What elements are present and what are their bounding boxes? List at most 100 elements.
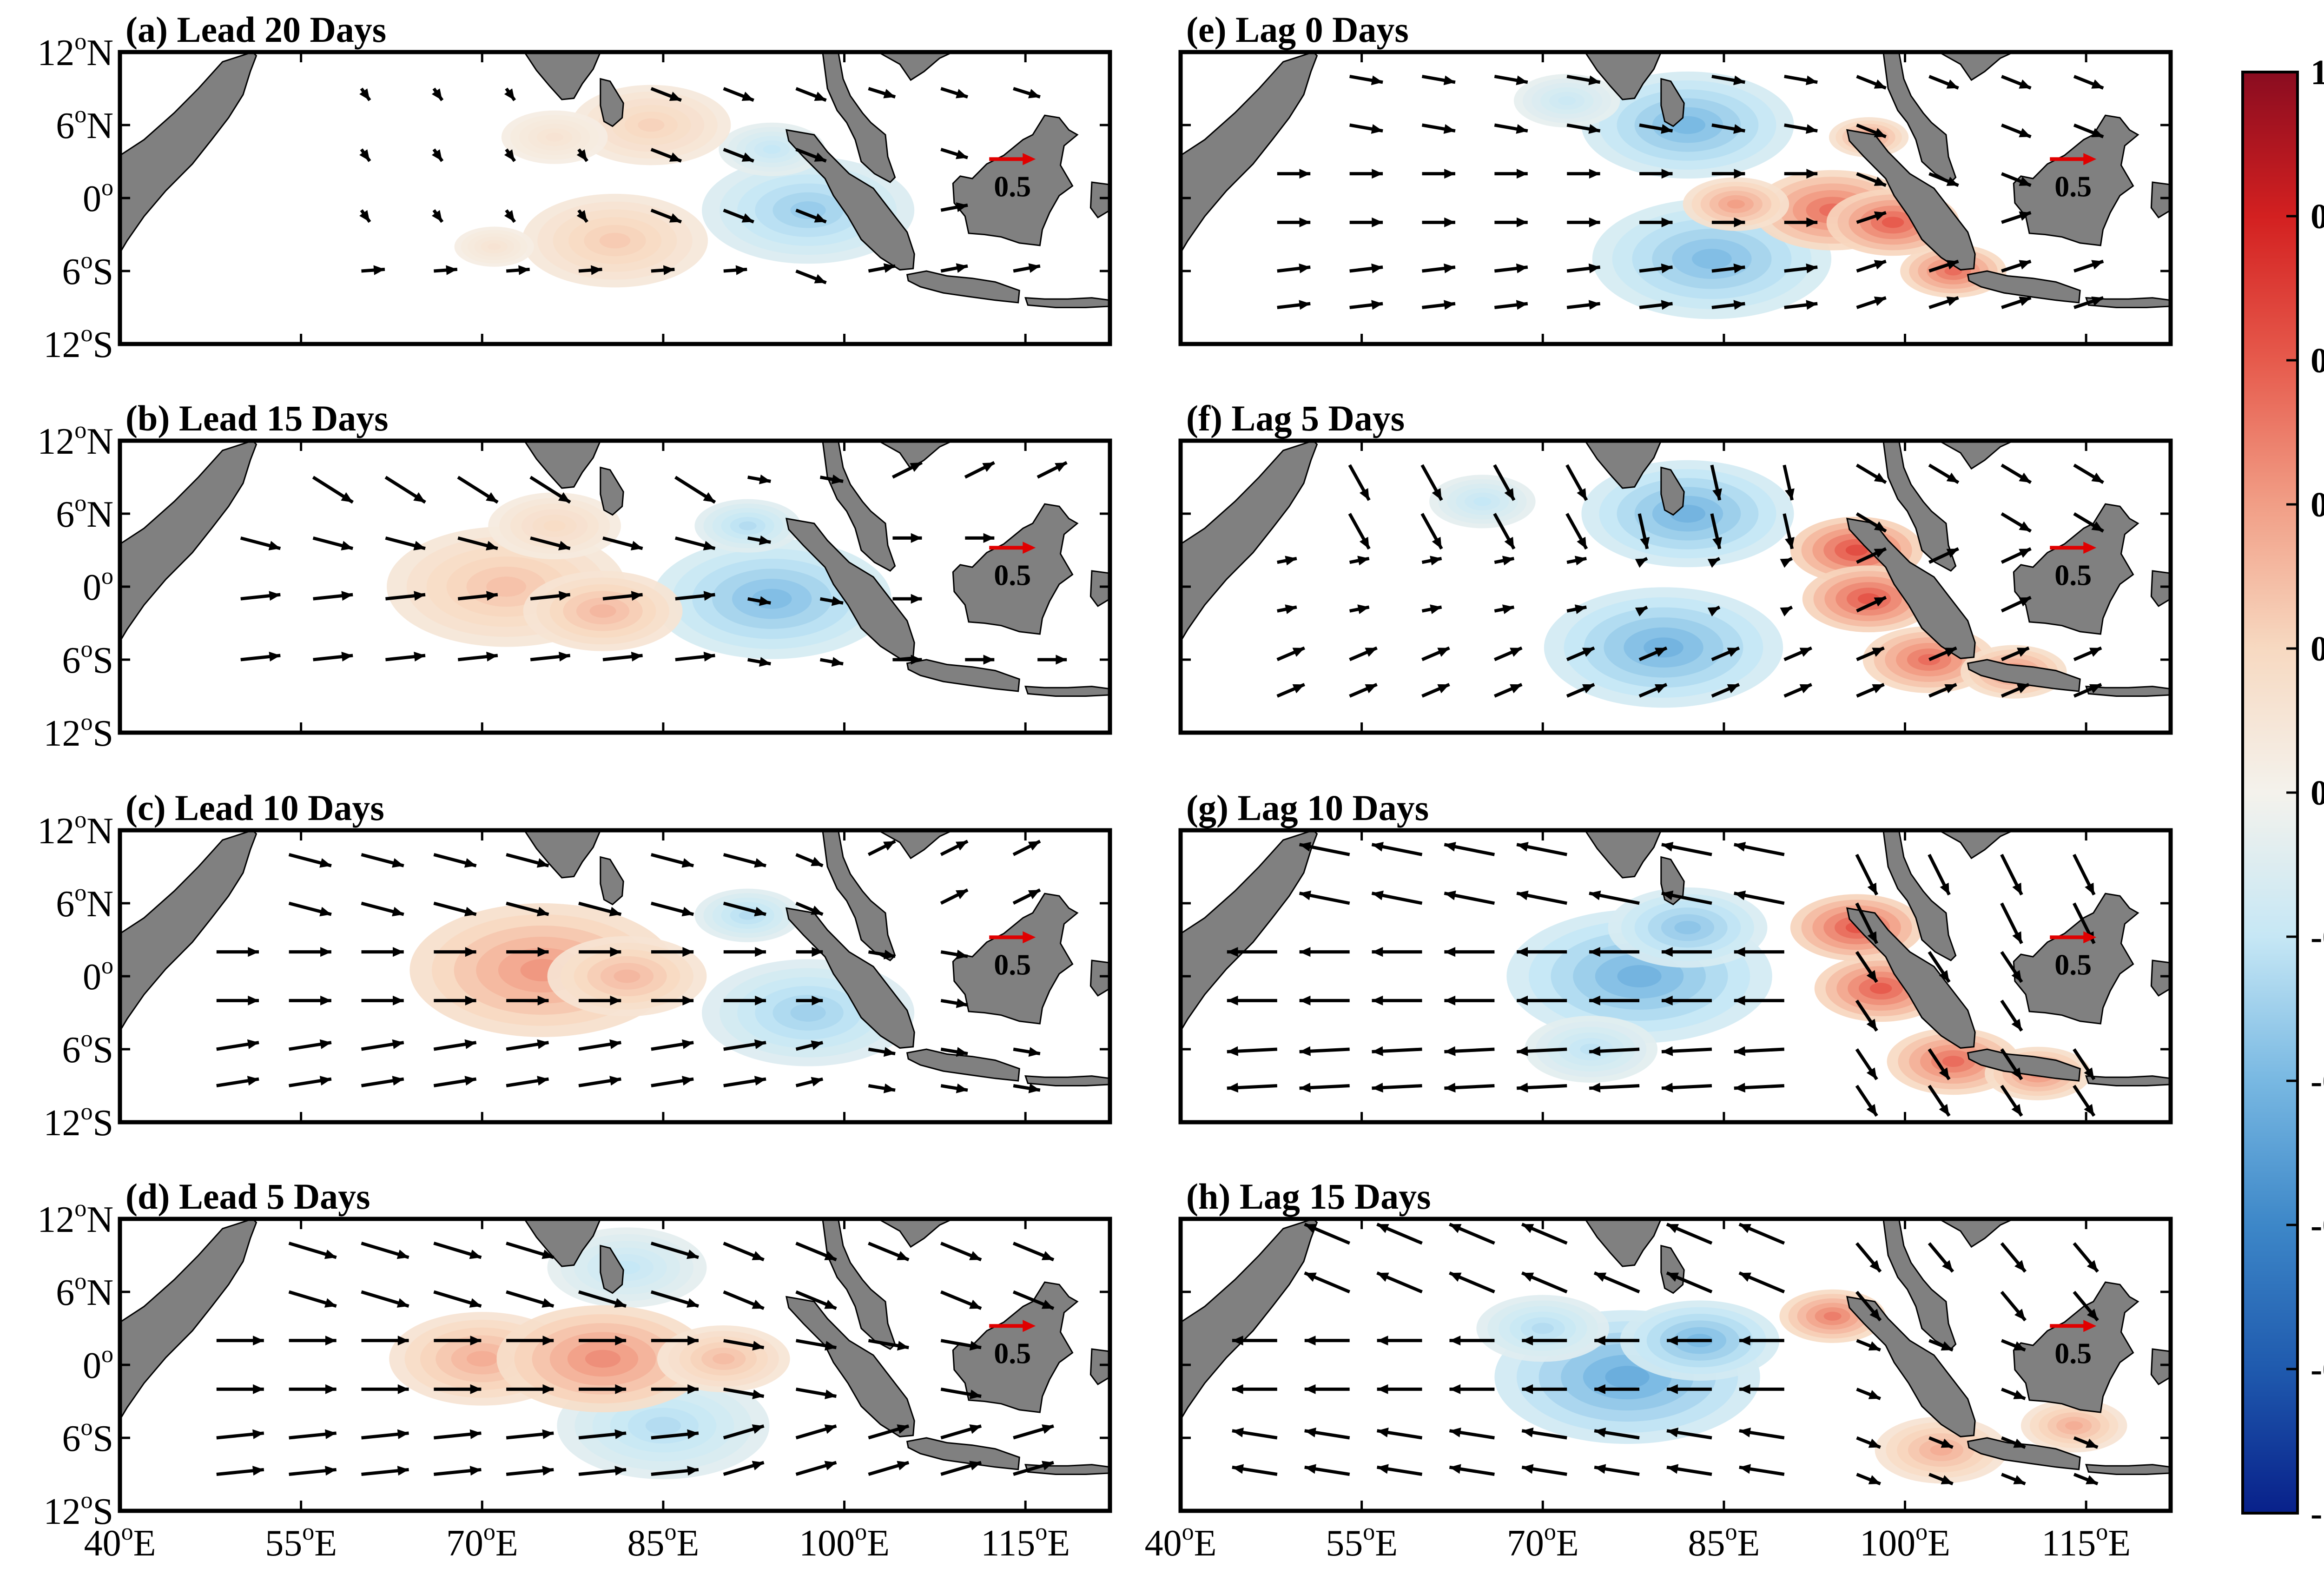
wind-vector: [1299, 890, 1350, 905]
wind-vector: [651, 995, 694, 1006]
wind-vector: [579, 1336, 627, 1346]
x-tick-label: 55oE: [1326, 1519, 1398, 1564]
wind-vector: [675, 651, 715, 662]
panel-e: 0.5 (e) Lag 0 Days: [1178, 9, 2173, 346]
wind-vector: [747, 535, 771, 545]
reference-vector: 0.5: [989, 153, 1036, 203]
panel-title: (a) Lead 20 Days: [125, 9, 386, 50]
wind-vector: [1299, 1083, 1350, 1093]
wind-vector: [1516, 890, 1567, 905]
panel-field-layer: 0.5: [120, 830, 1110, 1122]
panel-field-layer: 0.5: [1181, 441, 2171, 733]
wind-vector: [1517, 1083, 1567, 1093]
panel-title: (f) Lag 5 Days: [1186, 398, 1405, 438]
wind-vector: [578, 1076, 621, 1087]
positive-anomaly-contour: [487, 243, 501, 250]
wind-vector: [1784, 300, 1818, 310]
wind-vector: [1012, 840, 1041, 856]
panel-title: (h) Lag 15 Days: [1186, 1176, 1431, 1217]
land-java: [1967, 270, 2081, 304]
reference-vector-label: 0.5: [994, 1337, 1031, 1370]
land-borneo: [2013, 1281, 2139, 1413]
land-borneo: [952, 1281, 1079, 1413]
wind-vector: [1348, 464, 1371, 501]
panel-g: 0.5 (g) Lag 10 Days: [1178, 787, 2173, 1125]
wind-vector: [819, 474, 844, 484]
wind-vector: [1739, 1427, 1785, 1440]
wind-vector: [1928, 1242, 1954, 1273]
wind-vector: [651, 265, 675, 275]
wind-vector: [506, 265, 530, 275]
wind-vector: [1666, 1223, 1713, 1245]
wind-vector: [1494, 217, 1528, 227]
wind-vector: [940, 147, 968, 159]
wind-vector: [1277, 169, 1311, 179]
wind-vector: [2000, 1085, 2023, 1117]
wind-vector: [1738, 1223, 1785, 1245]
wind-vector: [675, 591, 715, 601]
wind-vector: [1277, 604, 1297, 614]
land-malay: [822, 441, 896, 572]
wind-vector: [1277, 263, 1311, 273]
wind-vector: [1856, 259, 1887, 273]
wind-vector: [361, 1290, 409, 1308]
wind-vector: [1013, 1461, 1054, 1476]
wind-vector: [289, 1039, 332, 1051]
wind-vector: [1783, 464, 1795, 501]
wind-vector: [385, 536, 426, 550]
wind-vector: [1565, 513, 1588, 550]
land-nusa: [2085, 297, 2171, 308]
wind-vector: [2000, 951, 2023, 983]
wind-vector: [940, 1047, 968, 1057]
wind-vector: [2001, 296, 2032, 309]
wind-vector: [651, 1384, 699, 1394]
wind-vector: [1521, 1427, 1567, 1440]
land-nusa: [2085, 1463, 2171, 1475]
wind-vector: [1639, 300, 1673, 310]
wind-vector: [2000, 547, 2032, 564]
wind-vector: [433, 1039, 477, 1051]
land-africa: [1181, 441, 1318, 733]
wind-vector: [1422, 169, 1455, 179]
wind-vector: [1566, 123, 1601, 134]
wind-vector: [2001, 1339, 2026, 1352]
land-sumatra: [1846, 907, 1976, 1049]
wind-vector: [1227, 995, 1277, 1006]
axis-ticks: [1179, 439, 2171, 734]
wind-vector: [2073, 1242, 2099, 1273]
negative-anomaly-contour: [1674, 920, 1701, 934]
wind-vector: [1710, 464, 1722, 501]
wind-vector: [1349, 646, 1378, 662]
wind-vector: [529, 476, 571, 504]
wind-vector: [723, 87, 754, 102]
wind-vector: [530, 591, 571, 601]
wind-vector: [1444, 995, 1495, 1006]
land-java: [1967, 1437, 2081, 1470]
x-tick-label: 70oE: [446, 1519, 518, 1564]
wind-vector: [1707, 557, 1721, 568]
land-malay: [822, 52, 896, 183]
wind-vector: [1928, 951, 1951, 983]
wind-vector: [312, 476, 354, 504]
wind-vector: [651, 1336, 699, 1346]
negative-anomaly-contour: [1473, 497, 1492, 506]
wind-vector: [457, 476, 499, 504]
x-tick-label: 115oE: [981, 1519, 1070, 1564]
wind-vector: [361, 1336, 409, 1346]
wind-vector: [2000, 463, 2032, 484]
wind-vector: [361, 1241, 409, 1259]
panel-title: (b) Lead 15 Days: [125, 398, 389, 438]
x-tick-label: 40oE: [84, 1519, 156, 1564]
axis-ticks: [119, 829, 1110, 1124]
wind-vector: [1013, 263, 1041, 273]
positive-anomaly-contour: [599, 232, 631, 249]
wind-vector: [2001, 172, 2032, 187]
land-africa: [120, 830, 257, 1122]
wind-vector: [578, 1429, 627, 1440]
reference-vector: 0.5: [989, 931, 1036, 981]
wind-vector: [723, 1424, 765, 1440]
wind-vector: [795, 208, 827, 224]
wind-vector: [1371, 890, 1423, 905]
wind-vector: [506, 1039, 549, 1051]
colorbar-tick-label: -0.2: [2311, 918, 2324, 957]
